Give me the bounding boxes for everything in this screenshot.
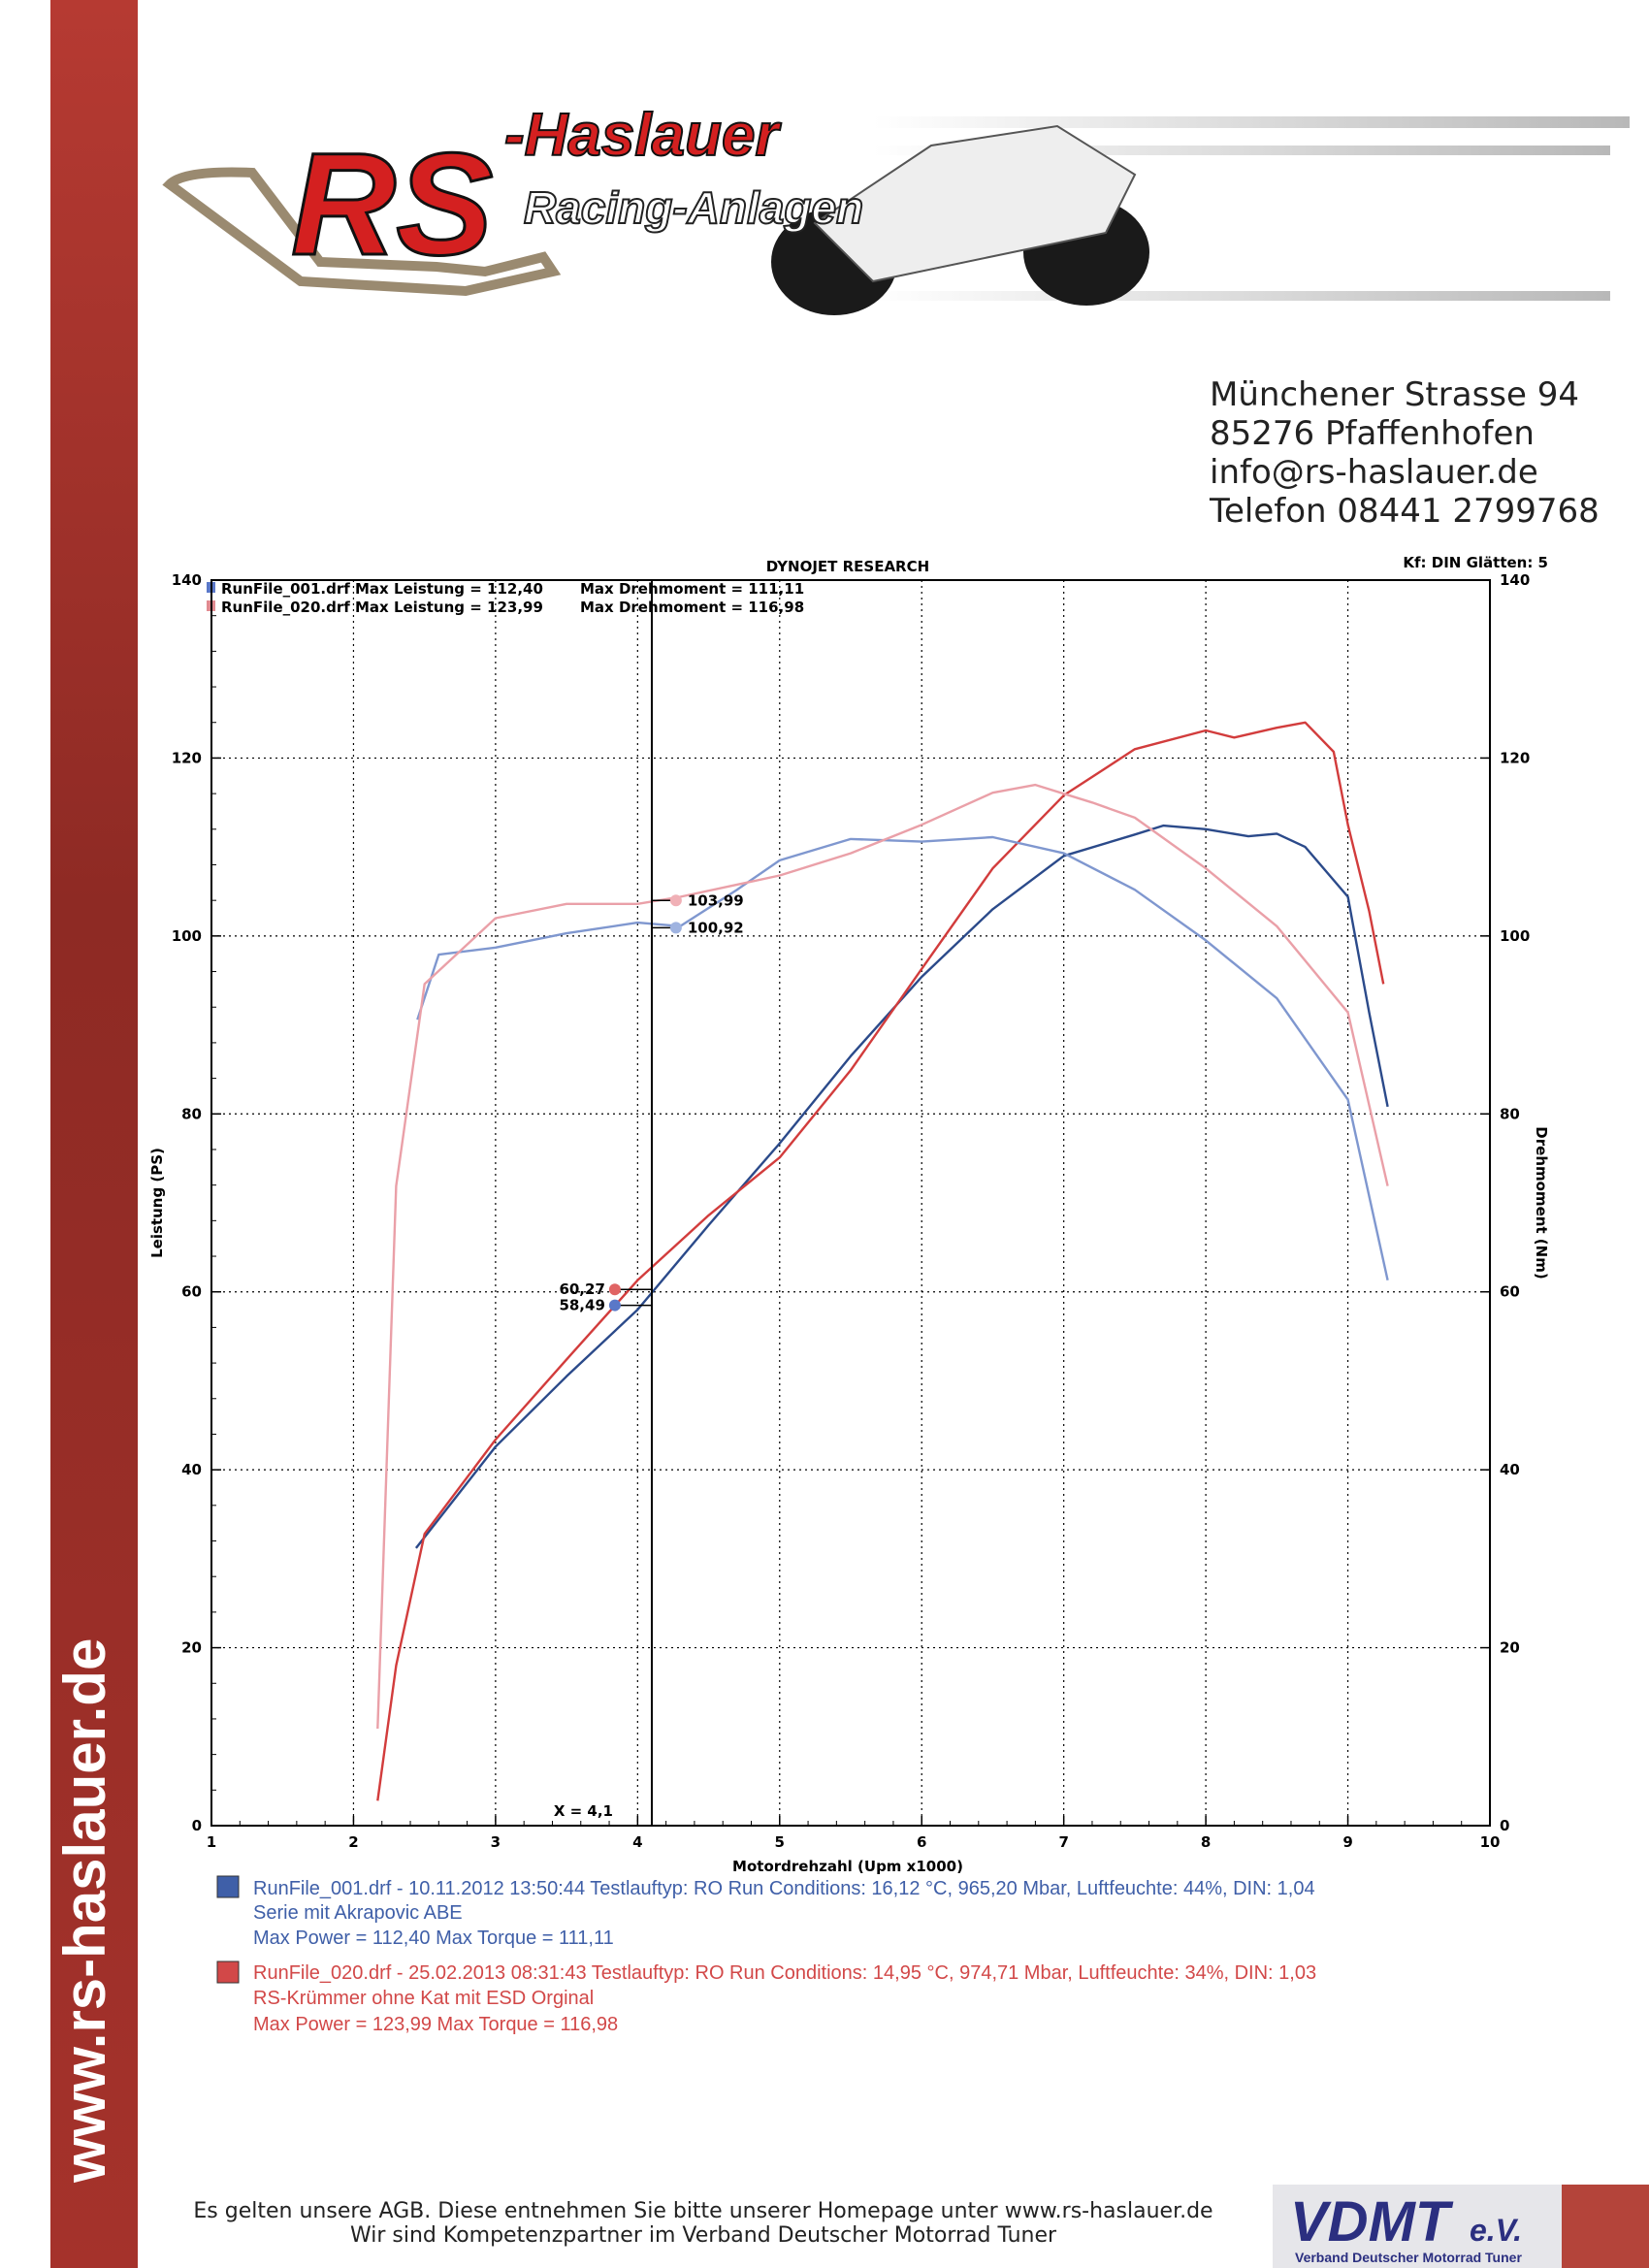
legend-entry: Max Drehmoment = 111,11 bbox=[580, 580, 804, 598]
run-line: Max Power = 112,40 Max Torque = 111,11 bbox=[253, 1928, 614, 1949]
sidebar bbox=[50, 0, 138, 2268]
logo-streak bbox=[873, 116, 1630, 128]
series-line bbox=[414, 824, 1389, 1549]
plot-area bbox=[210, 579, 1491, 1827]
x-tick-label: 3 bbox=[491, 1833, 501, 1851]
annotation-marker bbox=[608, 1299, 621, 1312]
footer-line: Wir sind Kompetenzpartner im Verband Deu… bbox=[350, 2223, 1057, 2248]
badge: VDMT bbox=[1290, 2190, 1454, 2253]
run-line: Serie mit Akrapovic ABE bbox=[253, 1902, 463, 1924]
logo-tagline: Racing-Anlagen bbox=[524, 182, 863, 233]
address-line: 85276 Pfaffenhofen bbox=[1210, 414, 1535, 453]
y-tick-label: 120 bbox=[172, 749, 202, 766]
y-tick-label: 140 bbox=[172, 571, 202, 589]
series-line bbox=[376, 783, 1389, 1730]
legend-entry: RunFile_020.drf Max Leistung = 123,99 bbox=[221, 599, 543, 616]
y-tick-label: 40 bbox=[181, 1461, 202, 1478]
chart-subtitle: Kf: DIN Glätten: 5 bbox=[1403, 554, 1548, 571]
annotation-marker bbox=[669, 894, 682, 907]
cursor-label: X = 4,1 bbox=[554, 1802, 613, 1820]
logo-main: RS bbox=[291, 122, 493, 285]
address-line: Münchener Strasse 94 bbox=[1210, 375, 1579, 414]
badge-caption: Verband Deutscher Motorrad Tuner bbox=[1295, 2250, 1522, 2265]
logo-name: -Haslauer bbox=[504, 102, 781, 169]
run-line: RS-Krümmer ohne Kat mit ESD Orginal bbox=[253, 1988, 594, 2009]
sidebar-website: www.rs-haslauer.de bbox=[52, 1638, 117, 2184]
y-axis-label: Leistung (PS) bbox=[148, 1148, 166, 1258]
y2-tick-label: 20 bbox=[1500, 1639, 1520, 1657]
x-tick-label: 2 bbox=[348, 1833, 358, 1851]
x-tick-label: 6 bbox=[917, 1833, 926, 1851]
address-line: info@rs-haslauer.de bbox=[1210, 453, 1538, 492]
y-tick-label: 0 bbox=[192, 1817, 202, 1834]
badge-accent bbox=[1562, 2185, 1649, 2268]
y-tick-label: 60 bbox=[181, 1283, 202, 1301]
x-tick-label: 10 bbox=[1480, 1833, 1501, 1851]
x-tick-label: 1 bbox=[207, 1833, 216, 1851]
annotation-label: 60,27 bbox=[559, 1280, 604, 1298]
logo-exhaust bbox=[162, 167, 562, 297]
run-swatch bbox=[216, 1875, 240, 1898]
logo-bike bbox=[813, 124, 1137, 283]
legend-entry: Max Drehmoment = 116,98 bbox=[580, 599, 804, 616]
run-line: RunFile_001.drf - 10.11.2012 13:50:44 Te… bbox=[253, 1878, 1315, 1899]
badge-suffix: e.V. bbox=[1470, 2213, 1522, 2248]
run-swatch bbox=[216, 1960, 240, 1984]
x-tick-label: 8 bbox=[1201, 1833, 1211, 1851]
legend-entry: RunFile_001.drf Max Leistung = 112,40 bbox=[221, 580, 543, 598]
series-line bbox=[376, 721, 1385, 1801]
x-tick-label: 5 bbox=[775, 1833, 785, 1851]
y2-tick-label: 40 bbox=[1500, 1461, 1520, 1478]
run-line: Max Power = 123,99 Max Torque = 116,98 bbox=[253, 2014, 618, 2035]
logo-streak bbox=[873, 291, 1610, 301]
y2-tick-label: 0 bbox=[1500, 1817, 1509, 1834]
logo-streak bbox=[873, 146, 1610, 155]
y2-tick-label: 120 bbox=[1500, 749, 1530, 766]
annotation-label: 100,92 bbox=[688, 919, 744, 936]
x-tick-label: 9 bbox=[1342, 1833, 1352, 1851]
x-axis-label: Motordrehzahl (Upm x1000) bbox=[732, 1858, 963, 1875]
y-tick-label: 80 bbox=[181, 1105, 202, 1122]
x-tick-label: 4 bbox=[632, 1833, 642, 1851]
y2-tick-label: 100 bbox=[1500, 927, 1530, 945]
y2-axis-label: Drehmoment (Nm) bbox=[1533, 1126, 1550, 1279]
footer-line: Es gelten unsere AGB. Diese entnehmen Si… bbox=[193, 2199, 1212, 2223]
address-line: Telefon 08441 2799768 bbox=[1209, 492, 1600, 531]
logo: RS -Haslauer Racing-Anlagen bbox=[162, 101, 1630, 315]
y2-tick-label: 140 bbox=[1500, 571, 1530, 589]
x-tick-label: 7 bbox=[1058, 1833, 1068, 1851]
run-line: RunFile_020.drf - 25.02.2013 08:31:43 Te… bbox=[253, 1962, 1316, 1984]
series-line bbox=[416, 835, 1389, 1281]
y-tick-label: 100 bbox=[172, 927, 202, 945]
y-tick-label: 20 bbox=[181, 1639, 202, 1657]
annotation-label: 103,99 bbox=[688, 891, 744, 909]
y2-tick-label: 60 bbox=[1500, 1283, 1520, 1301]
chart-title: DYNOJET RESEARCH bbox=[766, 558, 929, 575]
y2-tick-label: 80 bbox=[1500, 1105, 1520, 1122]
annotation-marker bbox=[669, 922, 682, 934]
annotation-marker bbox=[608, 1283, 621, 1296]
annotation-label: 58,49 bbox=[559, 1297, 604, 1314]
